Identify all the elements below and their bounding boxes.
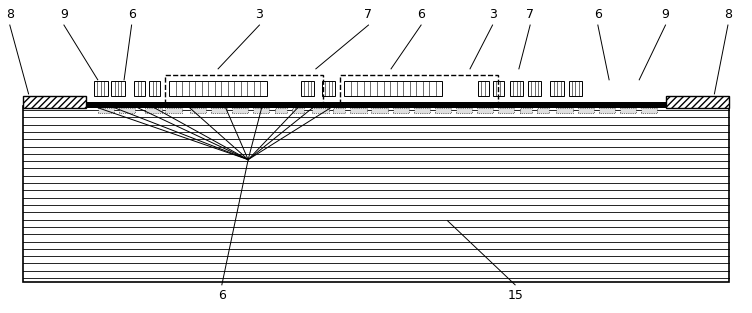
Bar: [414, 108, 430, 113]
Text: 6: 6: [128, 8, 135, 21]
Bar: [350, 108, 367, 113]
Bar: [340, 75, 498, 103]
Bar: [641, 108, 657, 113]
Bar: [537, 108, 549, 113]
Bar: [98, 108, 114, 113]
Bar: [520, 108, 532, 113]
Text: 9: 9: [662, 8, 669, 21]
Bar: [275, 108, 287, 113]
Bar: [111, 81, 125, 96]
Bar: [528, 81, 541, 96]
Bar: [478, 81, 489, 96]
Text: 9: 9: [60, 8, 68, 21]
Bar: [190, 108, 206, 113]
Bar: [165, 108, 182, 113]
Bar: [498, 108, 514, 113]
Bar: [666, 96, 729, 108]
Bar: [119, 108, 135, 113]
Text: 3: 3: [256, 8, 263, 21]
Text: 6: 6: [594, 8, 602, 21]
Bar: [94, 81, 108, 96]
Text: 3: 3: [489, 8, 496, 21]
Bar: [333, 108, 345, 113]
Text: 7: 7: [526, 8, 534, 21]
Bar: [599, 108, 615, 113]
Bar: [301, 81, 314, 96]
Bar: [165, 75, 323, 103]
Bar: [253, 108, 269, 113]
Bar: [211, 108, 227, 113]
Bar: [510, 81, 523, 96]
Bar: [435, 108, 451, 113]
Bar: [169, 81, 267, 96]
Bar: [292, 108, 304, 113]
Bar: [371, 108, 388, 113]
Bar: [145, 108, 162, 113]
Bar: [23, 96, 86, 108]
Text: 7: 7: [365, 8, 372, 21]
Text: 8: 8: [6, 8, 14, 21]
Text: 6: 6: [417, 8, 425, 21]
Bar: [23, 106, 729, 282]
Bar: [477, 108, 493, 113]
Bar: [232, 108, 248, 113]
Bar: [149, 81, 160, 96]
Bar: [556, 108, 573, 113]
Bar: [493, 81, 504, 96]
Text: 8: 8: [724, 8, 732, 21]
Text: 6: 6: [218, 289, 226, 302]
Bar: [578, 108, 594, 113]
Text: 15: 15: [507, 289, 523, 302]
Bar: [134, 81, 145, 96]
Bar: [620, 108, 636, 113]
Bar: [393, 108, 409, 113]
Bar: [550, 81, 564, 96]
Bar: [344, 81, 442, 96]
Bar: [312, 108, 329, 113]
Bar: [456, 108, 472, 113]
Bar: [322, 81, 335, 96]
Bar: [23, 102, 729, 108]
Bar: [569, 81, 582, 96]
